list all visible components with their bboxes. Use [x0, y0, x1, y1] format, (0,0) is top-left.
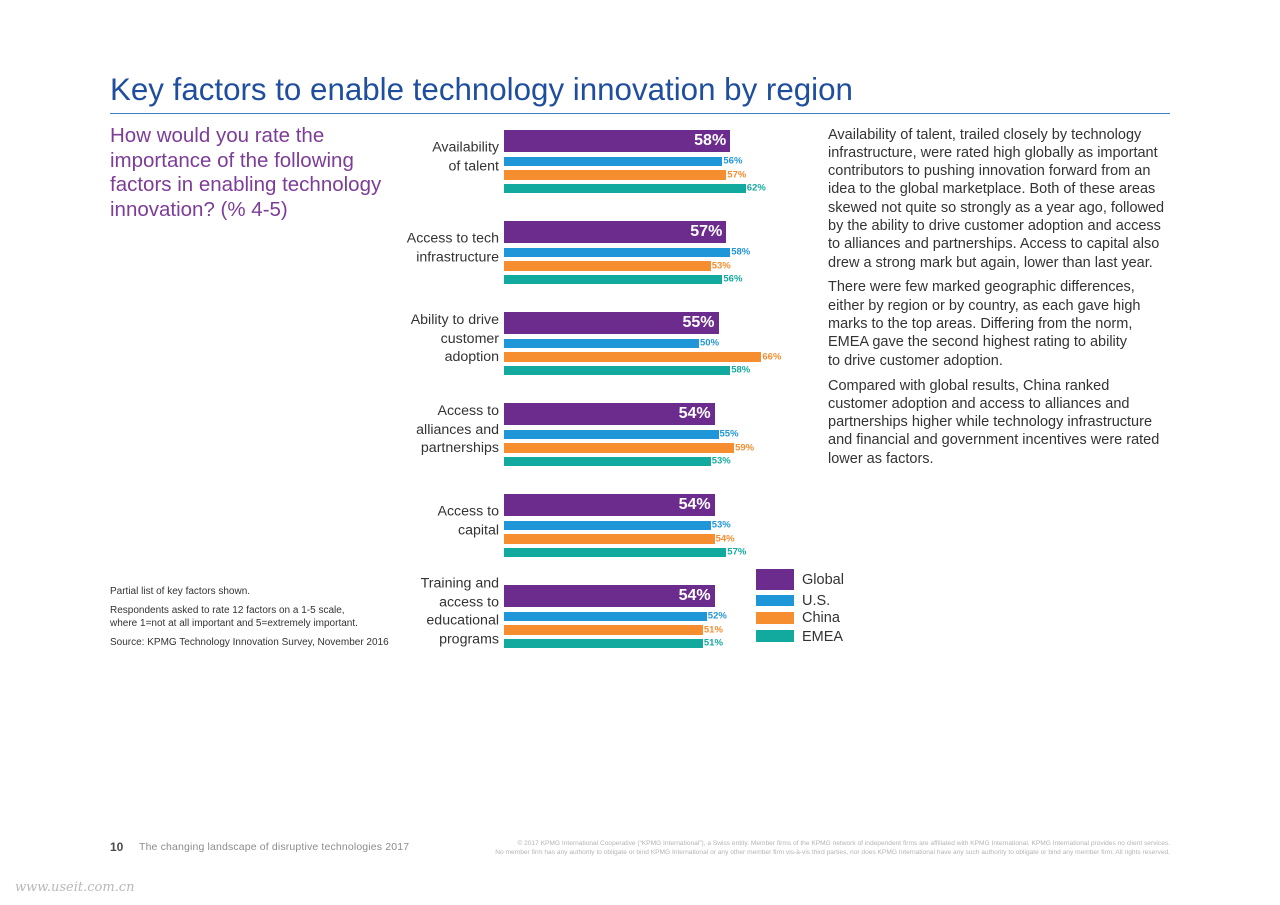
legend-swatch-global [756, 569, 794, 590]
bar-china [504, 625, 703, 635]
bar-us [504, 338, 699, 348]
legend-swatch-us [756, 595, 794, 606]
bar-china [504, 261, 711, 271]
data-label-china: 57% [727, 169, 747, 180]
commentary-paragraph: Availability of talent, trailed closely … [828, 126, 1165, 271]
data-label-us: 53% [711, 519, 731, 531]
bar-china [504, 170, 727, 180]
bar-emea [504, 365, 731, 375]
data-label-china: 59% [735, 442, 755, 453]
data-label-us: 56% [723, 155, 743, 167]
category-label: Availability of talent [432, 139, 499, 174]
page-number: 10 [110, 840, 124, 854]
data-label-us: 52% [707, 610, 727, 622]
bar-global [504, 130, 731, 152]
note-source: Source: KPMG Technology Innovation Surve… [110, 637, 389, 648]
watermark: www.useit.com.cn [15, 880, 135, 895]
bar-china [504, 352, 762, 362]
data-label-china: 53% [711, 260, 731, 271]
legend-label-us: U.S. [802, 592, 831, 609]
note-partial-list: Partial list of key factors shown. [110, 586, 251, 597]
data-label-us: 58% [731, 246, 751, 258]
legend-label-global: Global [802, 571, 844, 588]
bar-us [504, 611, 707, 621]
data-label-global: 57% [690, 223, 723, 240]
survey-question: How would you rate the importance of the… [110, 124, 382, 221]
data-label-emea: 58% [731, 364, 751, 376]
bar-china [504, 534, 715, 544]
bar-emea [504, 638, 703, 648]
bar-global [504, 312, 719, 334]
commentary: Availability of talent, trailed closely … [828, 126, 1178, 475]
legend-label-china: China [802, 609, 840, 626]
data-label-global: 54% [678, 587, 711, 604]
data-label-global: 55% [682, 314, 715, 331]
legend-swatch-emea [756, 630, 794, 642]
category-label: Access to capital [437, 503, 499, 538]
bar-chart: Availability of talent 58% 56% 57% 62% Access… [390, 120, 790, 660]
data-label-china: 51% [703, 624, 723, 635]
commentary-paragraph: There were few marked geographic differe… [828, 279, 1141, 369]
bar-us [504, 247, 731, 257]
bar-china [504, 443, 735, 453]
bar-us [504, 520, 711, 530]
bar-global [504, 585, 715, 607]
category-label: Ability to drive customer adoption [410, 311, 499, 366]
bar-emea [504, 456, 711, 466]
title-rule [110, 113, 1170, 114]
publication-title: The changing landscape of disruptive tec… [139, 841, 410, 853]
page-title: Key factors to enable technology innovat… [110, 72, 853, 107]
commentary-paragraph: Compared with global results, China rank… [828, 377, 1160, 467]
data-label-china: 66% [762, 351, 782, 362]
category-label: Access to tech infrastructure [406, 230, 499, 265]
bar-us [504, 429, 719, 439]
data-label-us: 55% [719, 428, 739, 440]
chart-notes: Partial list of key factors shown. Respo… [110, 585, 389, 655]
note-respondents: Respondents asked to rate 12 factors on … [110, 605, 358, 629]
bar-global [504, 494, 715, 516]
data-label-global: 54% [678, 496, 711, 513]
category-label: Access to alliances and partnerships [416, 402, 499, 457]
legend-label-emea: EMEA [802, 628, 844, 645]
bar-global [504, 221, 727, 243]
data-label-emea: 62% [746, 182, 766, 194]
data-label-emea: 53% [711, 455, 731, 467]
bar-global [504, 403, 715, 425]
chart-legend: Global U.S. China EMEA [756, 569, 876, 649]
data-label-emea: 51% [703, 637, 723, 649]
bar-emea [504, 547, 727, 557]
bar-us [504, 156, 723, 166]
data-label-emea: 57% [727, 546, 747, 558]
data-label-global: 54% [678, 405, 711, 422]
legal-disclaimer: © 2017 KPMG International Cooperative (“… [495, 839, 1170, 856]
data-label-global: 58% [694, 132, 727, 149]
data-label-emea: 56% [723, 273, 743, 285]
bar-emea [504, 274, 723, 284]
bar-emea [504, 183, 746, 193]
data-label-us: 50% [700, 337, 720, 349]
legend-swatch-china [756, 612, 794, 624]
data-label-china: 54% [715, 533, 735, 544]
category-label: Training and access to educational progr… [420, 575, 499, 648]
